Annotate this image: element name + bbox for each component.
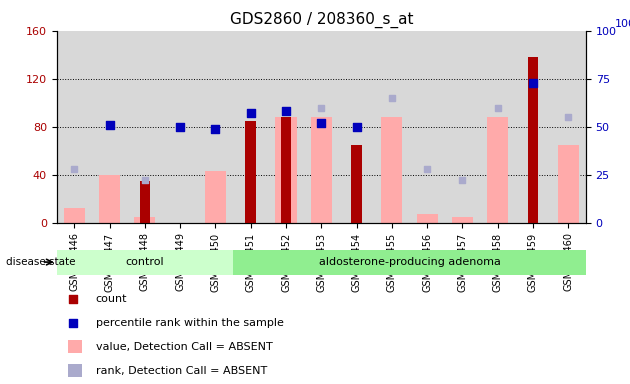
Text: 100%: 100%	[615, 19, 630, 29]
Point	[316, 120, 326, 126]
Point	[457, 177, 467, 184]
Bar	[68, 340, 82, 353]
Title: GDS2860 / 208360_s_at: GDS2860 / 208360_s_at	[229, 12, 413, 28]
Point	[563, 114, 573, 120]
Bar	[68, 364, 82, 377]
Bar	[381, 117, 403, 223]
Point	[140, 177, 150, 184]
Bar	[352, 145, 362, 223]
Bar	[57, 250, 233, 275]
Bar	[558, 145, 579, 223]
Bar	[246, 121, 256, 223]
Point	[528, 79, 538, 86]
Point	[493, 104, 503, 111]
Point	[281, 108, 291, 114]
Bar	[528, 57, 538, 223]
Bar	[205, 171, 226, 223]
Point	[175, 124, 185, 130]
Point	[69, 166, 79, 172]
Text: rank, Detection Call = ABSENT: rank, Detection Call = ABSENT	[96, 366, 266, 376]
Text: control: control	[125, 257, 164, 267]
Bar	[416, 214, 438, 223]
Bar	[281, 117, 291, 223]
Point	[246, 110, 256, 116]
Text: value, Detection Call = ABSENT: value, Detection Call = ABSENT	[96, 341, 272, 352]
Point	[105, 122, 115, 128]
Text: aldosterone-producing adenoma: aldosterone-producing adenoma	[319, 257, 500, 267]
Text: disease state: disease state	[6, 257, 76, 267]
Point	[210, 126, 220, 132]
Text: percentile rank within the sample: percentile rank within the sample	[96, 318, 284, 328]
Bar	[275, 117, 297, 223]
Bar	[140, 181, 150, 223]
Bar	[452, 217, 473, 223]
Point	[316, 104, 326, 111]
Text: count: count	[96, 293, 127, 304]
Bar	[233, 250, 586, 275]
Bar	[64, 208, 85, 223]
Bar	[99, 175, 120, 223]
Bar	[134, 217, 156, 223]
Point	[352, 124, 362, 130]
Bar	[311, 117, 332, 223]
Point	[422, 166, 432, 172]
Point	[387, 95, 397, 101]
Bar	[487, 117, 508, 223]
